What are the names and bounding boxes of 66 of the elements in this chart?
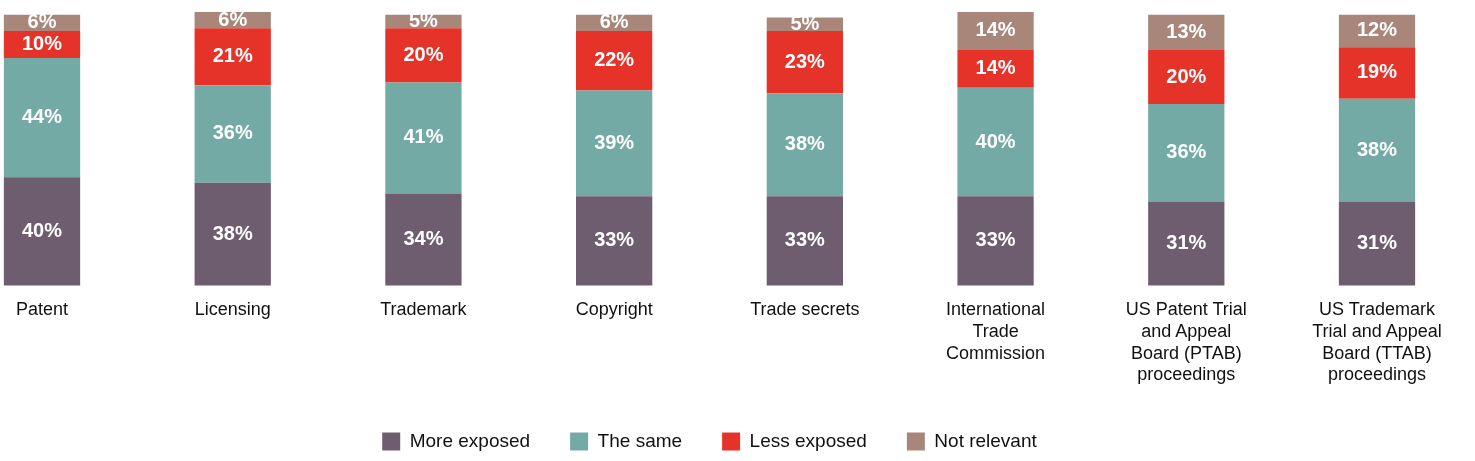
legend-label: More exposed <box>409 429 531 451</box>
data-label: 6% <box>27 10 57 33</box>
x-tick-label: Copyright <box>575 299 653 320</box>
x-tick-label: Trademark <box>380 299 468 320</box>
bar <box>194 28 271 86</box>
data-label: 14% <box>975 56 1016 79</box>
data-label: 39% <box>594 130 635 153</box>
data-label: 10% <box>21 32 63 55</box>
x-tick-label: Patent <box>15 299 69 320</box>
data-label: 36% <box>1166 140 1207 163</box>
bar <box>1338 47 1416 99</box>
bar <box>957 12 1034 50</box>
bar <box>385 82 462 194</box>
data-label: 13% <box>1166 19 1207 42</box>
data-label: 6% <box>218 7 248 30</box>
bar <box>957 196 1034 286</box>
x-tick-label: Trade secrets <box>750 299 860 320</box>
bar <box>1148 104 1225 202</box>
data-label: 6% <box>599 10 629 33</box>
data-label: 31% <box>1356 231 1398 254</box>
data-label: 34% <box>403 227 444 250</box>
x-tick-label: US Patent Trial and Appeal Board (PTAB) proceedings <box>1125 299 1247 385</box>
bar <box>576 196 653 286</box>
data-label: 33% <box>975 228 1016 251</box>
bar <box>3 177 81 286</box>
data-label: 19% <box>1356 60 1398 83</box>
data-label: 31% <box>1166 231 1207 254</box>
bar <box>1338 201 1416 286</box>
data-label: 20% <box>1166 64 1207 87</box>
bar <box>576 30 653 91</box>
data-label: 22% <box>594 48 635 71</box>
x-tick-label: International Trade Commission <box>946 299 1046 363</box>
data-label: 33% <box>784 228 826 251</box>
bar <box>385 28 462 83</box>
bar <box>766 196 843 286</box>
bar <box>1338 98 1416 202</box>
data-label: 12% <box>1356 18 1398 41</box>
bar <box>957 49 1034 88</box>
bar <box>576 90 653 197</box>
bar <box>385 193 462 286</box>
data-label: 44% <box>21 105 63 128</box>
bar <box>3 58 81 178</box>
data-label: 14% <box>975 18 1016 41</box>
bar <box>957 87 1034 197</box>
legend-label: The same <box>597 429 683 451</box>
bar <box>194 182 271 286</box>
data-label: 21% <box>212 44 253 67</box>
data-label: 40% <box>975 129 1016 152</box>
data-label: 38% <box>212 221 253 244</box>
bar <box>1148 201 1225 286</box>
x-tick-label: Licensing <box>194 299 271 320</box>
legend-label: Not relevant <box>934 429 1038 451</box>
data-label: 41% <box>403 125 444 148</box>
bar <box>194 85 271 183</box>
bar <box>766 30 843 94</box>
data-label: 33% <box>594 228 635 251</box>
bar <box>1148 49 1225 105</box>
data-label: 36% <box>212 121 253 144</box>
data-label: 38% <box>784 132 826 155</box>
legend-label: Less exposed <box>749 429 867 451</box>
data-label: 38% <box>1356 137 1398 160</box>
data-label: 40% <box>21 218 63 241</box>
bar <box>766 93 843 197</box>
data-label: 23% <box>784 49 826 72</box>
x-tick-label: US Trademark Trial and Appeal Board (TTAB) proceedings <box>1312 299 1442 385</box>
data-label: 20% <box>403 42 444 65</box>
